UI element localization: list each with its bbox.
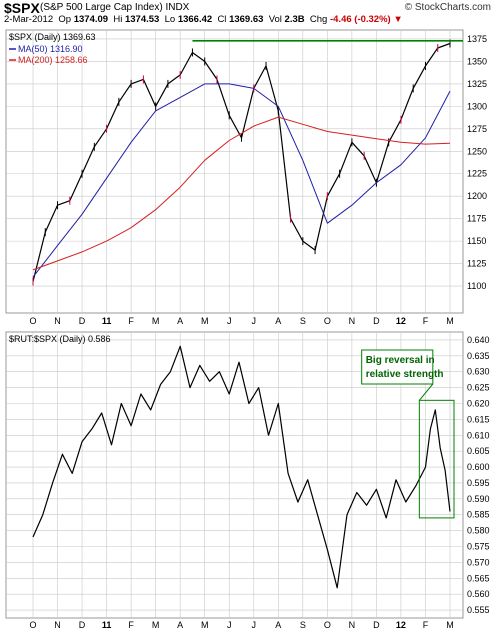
x-tick-label: 11: [102, 316, 112, 326]
x-tick-label: A: [275, 620, 281, 630]
legend-entry: MA(200) 1258.66: [18, 55, 88, 65]
quote-line: 2-Mar-2012 Op 1374.09 Hi 1374.53 Lo 1366…: [4, 14, 403, 25]
y-tick-label: 1275: [467, 124, 487, 134]
y-tick-label: 1375: [467, 34, 487, 44]
ratio-line: [32, 345, 451, 589]
x-tick-label: D: [79, 316, 86, 326]
y-tick-label: 1150: [467, 236, 486, 246]
annotation-connector: [418, 383, 434, 401]
y-tick-label: 0.620: [467, 399, 490, 409]
y-tick-label: 0.595: [467, 478, 490, 488]
y-tick-label: 0.590: [467, 494, 490, 504]
x-tick-label: F: [423, 620, 429, 630]
x-tick-label: M: [152, 316, 160, 326]
panel-ratio: 0.555 0.560 0.565 0.570 0.575 0.580 0.585 0.590…: [5, 331, 490, 630]
x-tick-label: 12: [396, 316, 406, 326]
y-tick-label: 0.580: [467, 526, 490, 536]
legend-entry: MA(50) 1316.90: [18, 44, 83, 54]
ma200-line: [32, 116, 451, 271]
y-tick-label: 1300: [467, 101, 487, 111]
y-tick-label: 0.565: [467, 573, 490, 583]
annotation-box: [361, 349, 434, 385]
x-tick-label: F: [128, 316, 134, 326]
stockcharts-logo: © StockCharts.com: [404, 2, 491, 13]
y-tick-label: 0.625: [467, 383, 490, 393]
x-tick-label: F: [128, 620, 134, 630]
y-tick-label: 0.615: [467, 414, 490, 424]
chart-title: $RUT:$SPX (Daily) 0.586: [9, 334, 111, 344]
y-tick-label: 1200: [467, 191, 487, 201]
y-tick-label: 0.610: [467, 430, 490, 440]
x-tick-label: M: [446, 316, 454, 326]
x-tick-label: J: [227, 316, 232, 326]
x-tick-label: O: [324, 316, 331, 326]
x-tick-label: D: [373, 620, 380, 630]
y-tick-label: 0.635: [467, 351, 490, 361]
panel-frame: [5, 29, 464, 314]
x-tick-label: S: [300, 316, 306, 326]
x-tick-label: S: [300, 620, 306, 630]
x-tick-label: J: [252, 620, 257, 630]
x-tick-label: A: [275, 316, 281, 326]
y-tick-label: 1350: [467, 56, 487, 66]
down-arrow-icon: ▼: [393, 14, 403, 25]
annotation-text: relative strength: [366, 369, 444, 380]
symbol: $SPX: [4, 0, 40, 16]
y-tick-label: 1100: [467, 281, 486, 291]
x-tick-label: O: [29, 620, 36, 630]
x-tick-label: J: [227, 620, 232, 630]
x-tick-label: 11: [102, 620, 112, 630]
y-tick-label: 0.575: [467, 542, 490, 552]
chart-header: $SPX (S&P 500 Large Cap Index) INDX © St…: [0, 0, 497, 26]
x-tick-label: M: [152, 620, 160, 630]
y-tick-label: 1175: [467, 214, 486, 224]
x-tick-label: A: [177, 620, 183, 630]
x-tick-label: N: [54, 620, 61, 630]
panel-spx: 1100 1125 1150 1175 1200 1225 1250 1275 1300 1325…: [5, 29, 487, 326]
x-tick-label: F: [423, 316, 429, 326]
symbol-description: (S&P 500 Large Cap Index) INDX: [40, 2, 190, 13]
annotation-text: Big reversal in: [366, 355, 435, 366]
x-tick-label: D: [79, 620, 86, 630]
y-tick-label: 1125: [467, 259, 486, 269]
x-tick-label: N: [349, 620, 356, 630]
y-tick-label: 0.600: [467, 462, 490, 472]
x-tick-label: N: [349, 316, 356, 326]
y-tick-label: 1225: [467, 169, 487, 179]
y-tick-label: 1250: [467, 146, 487, 156]
x-tick-label: O: [324, 620, 331, 630]
y-tick-label: 0.585: [467, 510, 490, 520]
y-tick-label: 0.570: [467, 557, 490, 567]
highlight-box: [418, 399, 455, 519]
x-tick-label: M: [201, 620, 209, 630]
y-tick-label: 0.605: [467, 446, 490, 456]
chart-title: $SPX (Daily) 1369.63: [9, 32, 96, 42]
x-tick-label: D: [373, 316, 380, 326]
y-tick-label: 0.640: [467, 335, 490, 345]
y-tick-label: 1325: [467, 79, 487, 89]
x-tick-label: J: [252, 316, 257, 326]
x-tick-label: M: [446, 620, 454, 630]
y-tick-label: 0.630: [467, 367, 490, 377]
x-tick-label: M: [201, 316, 209, 326]
x-tick-label: N: [54, 316, 61, 326]
ma50-line: [32, 83, 451, 278]
x-tick-label: 12: [396, 620, 406, 630]
x-tick-label: O: [29, 316, 36, 326]
y-tick-label: 0.555: [467, 605, 490, 615]
x-tick-label: A: [177, 316, 183, 326]
y-tick-label: 0.560: [467, 589, 490, 599]
